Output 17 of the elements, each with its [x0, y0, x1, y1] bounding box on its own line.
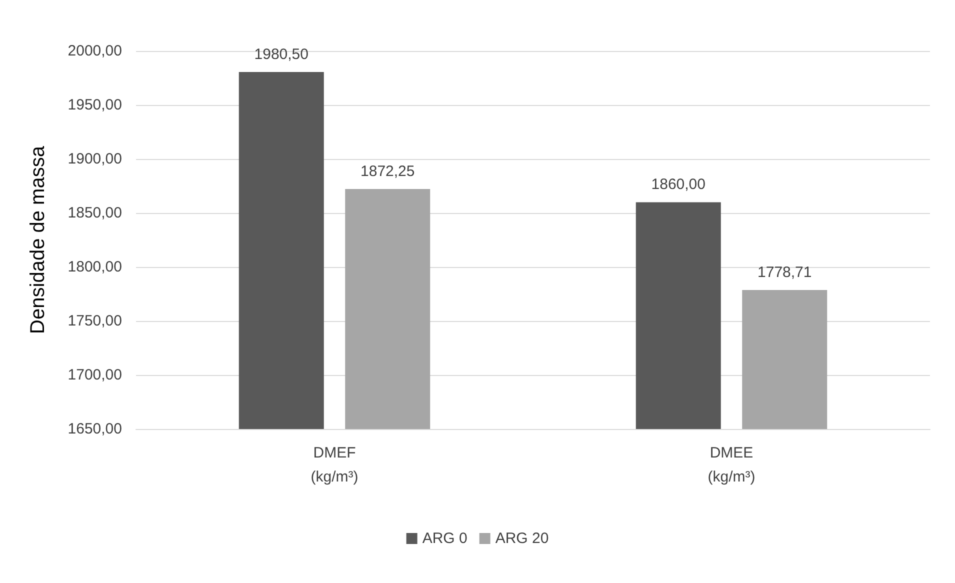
- y-tick-label: 2000,00: [68, 42, 122, 60]
- data-label: 1860,00: [651, 176, 706, 194]
- y-tick-label: 1700,00: [68, 366, 122, 384]
- legend-label: ARG 20: [495, 530, 549, 547]
- y-tick-label: 1750,00: [68, 312, 122, 330]
- legend-label: ARG 0: [422, 530, 468, 547]
- x-tick-label: DMEE (kg/m³): [708, 444, 756, 486]
- x-tick-label: DMEF (kg/m³): [310, 444, 358, 486]
- y-tick-label: 1950,00: [68, 96, 122, 114]
- data-label: 1980,50: [254, 46, 308, 64]
- y-tick-label: 1800,00: [68, 258, 122, 276]
- y-tick-label: 1850,00: [68, 204, 122, 222]
- y-axis-title: Densidade de massa: [27, 145, 49, 334]
- data-label: 1872,25: [360, 162, 415, 180]
- y-tick-label: 1650,00: [68, 420, 122, 438]
- y-tick-label: 1900,00: [68, 150, 122, 168]
- data-label: 1778,71: [758, 264, 812, 281]
